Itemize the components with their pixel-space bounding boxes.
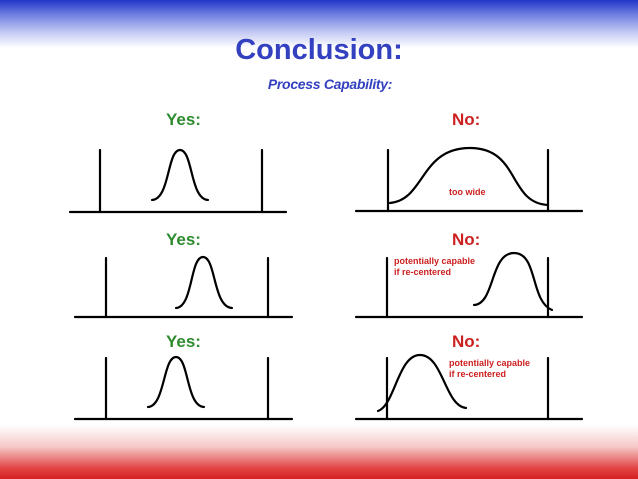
panel-5-capable-shifted-left [73, 355, 294, 421]
slide-title: Conclusion: [235, 34, 403, 66]
panel-6-off-center-left [354, 353, 584, 421]
distribution-curve-5 [146, 355, 206, 409]
top-gradient-band [0, 0, 638, 48]
panel-4-off-center-right [354, 251, 584, 319]
distribution-curve-4 [472, 251, 554, 312]
bottom-gradient-band [0, 425, 638, 479]
verdict-label-1: Yes: [166, 110, 201, 129]
verdict-label-5: Yes: [166, 332, 201, 351]
slide-subtitle: Process Capability: [267, 76, 393, 92]
distribution-curve-2 [388, 146, 550, 207]
panel-3-capable-shifted [73, 255, 294, 319]
verdict-label-4: No: [452, 230, 481, 249]
panel-2-too-wide [354, 146, 584, 213]
distribution-curve-3 [174, 255, 234, 310]
annotation-too-wide: too wide [449, 187, 486, 197]
annotation-recenter-2: potentially capable if re-centered [449, 358, 531, 379]
distribution-curve-1 [150, 148, 210, 202]
verdict-label-3: Yes: [166, 230, 201, 249]
annotation-recenter-1: potentially capable if re-centered [394, 256, 476, 277]
verdict-label-2: No: [452, 110, 481, 129]
distribution-curve-6 [376, 353, 468, 413]
panel-1-capable-centered [68, 148, 288, 214]
verdict-label-6: No: [452, 332, 481, 351]
